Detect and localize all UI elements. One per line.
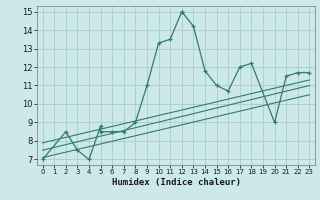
X-axis label: Humidex (Indice chaleur): Humidex (Indice chaleur): [111, 178, 241, 187]
